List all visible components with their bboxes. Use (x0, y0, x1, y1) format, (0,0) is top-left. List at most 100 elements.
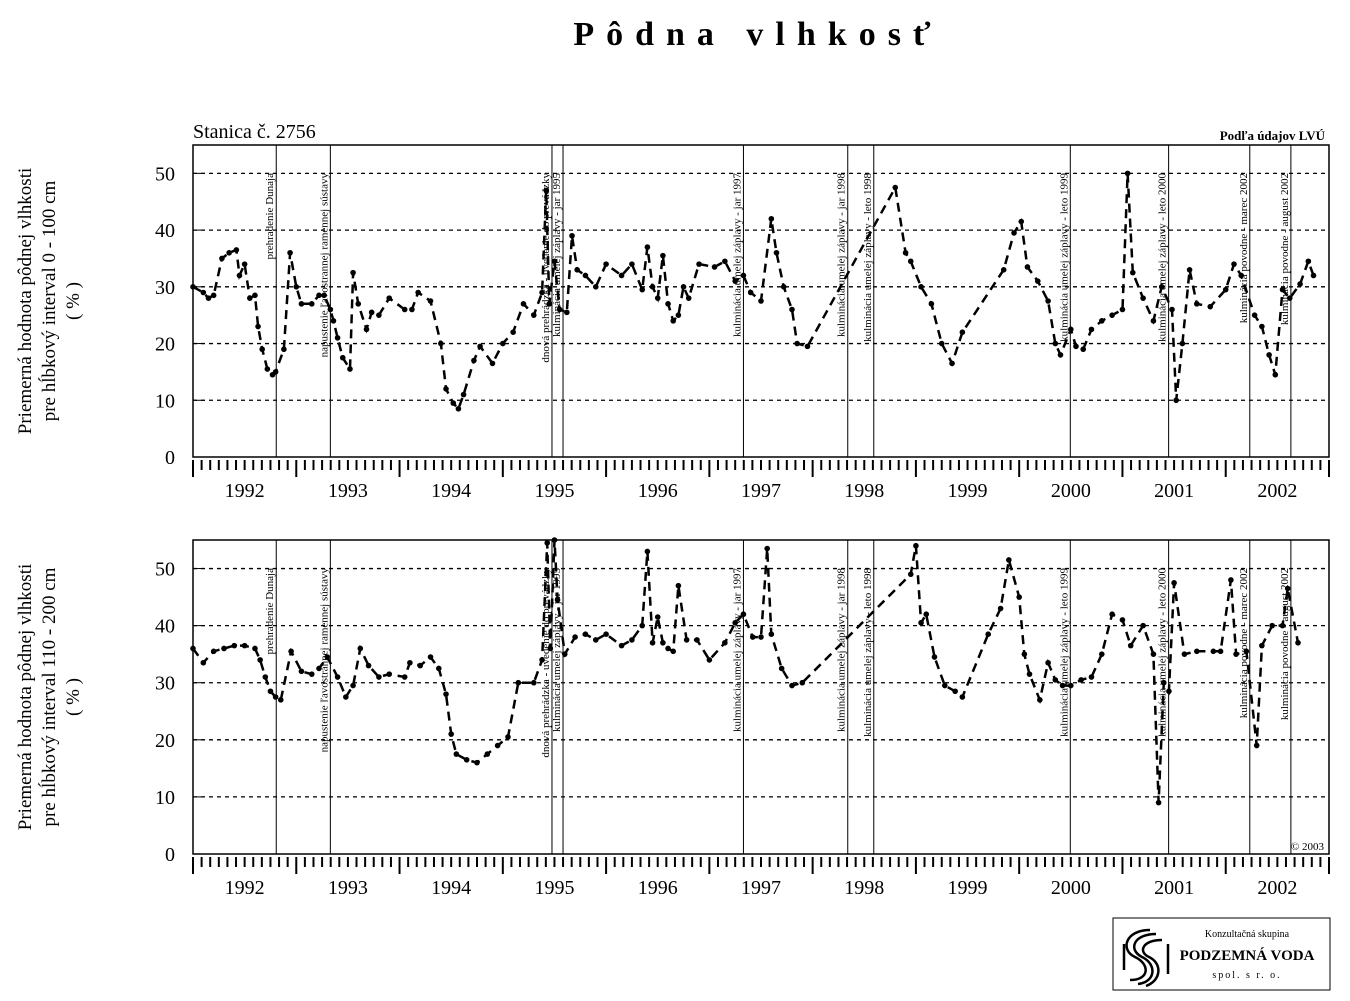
data-point (435, 665, 442, 672)
data-point (892, 184, 899, 191)
y-tick-label: 30 (155, 673, 175, 695)
event-label: kulminácia umelej záplavy - leto 1998 (862, 173, 874, 342)
data-point (1140, 295, 1146, 301)
data-point (443, 386, 449, 392)
data-point (696, 261, 702, 267)
event-label: kulminácia umelej záplavy - leto 1998 (862, 568, 874, 737)
data-point (1310, 272, 1317, 279)
data-point (629, 637, 635, 643)
data-point (376, 674, 382, 680)
data-point (639, 286, 646, 293)
data-point (264, 366, 271, 372)
data-point (1259, 323, 1265, 330)
data-point (327, 306, 334, 313)
data-point (1021, 651, 1028, 657)
data-point (210, 648, 217, 655)
data-point (343, 694, 349, 700)
y-tick-label: 50 (155, 163, 175, 185)
y-tick-label: 30 (155, 277, 175, 299)
y-axis-label-line: Priemerná hodnota pôdnej vlhkosti (15, 564, 36, 830)
data-point (1253, 742, 1260, 749)
data-point (1217, 648, 1224, 655)
data-point (758, 298, 764, 304)
data-point (443, 691, 449, 697)
copyright: © 2003 (1291, 841, 1325, 853)
data-point (350, 682, 356, 689)
y-tick-label: 0 (165, 844, 175, 866)
y-tick-label: 20 (155, 334, 175, 356)
data-point (1045, 659, 1051, 666)
x-tick-label: 1998 (844, 480, 884, 502)
data-point (1269, 622, 1275, 629)
x-tick-label: 1995 (534, 480, 574, 502)
data-point (1088, 674, 1095, 680)
station: Stanica č. 2756 (193, 121, 316, 143)
data-point (1243, 648, 1250, 655)
data-point (539, 289, 545, 296)
data-point (1099, 318, 1105, 324)
data-point (654, 614, 661, 620)
data-point (1222, 286, 1229, 293)
data-point (780, 284, 787, 290)
logo-icon (1122, 928, 1170, 988)
x-tick-label: 1992 (225, 480, 265, 502)
data-point (321, 292, 327, 299)
data-point (1295, 639, 1301, 646)
data-point (1284, 585, 1291, 592)
data-point (749, 634, 756, 640)
data-point (316, 292, 322, 299)
data-point (592, 637, 599, 643)
data-point (401, 674, 408, 680)
data-point (365, 662, 372, 669)
data-point (1158, 284, 1165, 290)
chart: 0 10 20 30 40 50 1992 1993 1994 1995 1996 1997 1998 1… (15, 144, 1330, 502)
data-point (670, 318, 677, 324)
data-point (778, 665, 785, 672)
data-point (241, 642, 248, 649)
data-point (1124, 170, 1131, 177)
data-point (660, 252, 666, 259)
x-tick-label: 1996 (638, 480, 678, 502)
series-line (192, 173, 1315, 412)
data-point (546, 301, 553, 307)
x-tick-label: 1994 (431, 480, 471, 502)
data-point (680, 284, 687, 290)
data-point (334, 335, 341, 341)
data-point (401, 306, 408, 313)
data-point (654, 295, 661, 301)
data-point (675, 312, 682, 318)
data-point (539, 657, 545, 663)
data-point (694, 637, 700, 643)
x-tick-label: 1992 (225, 877, 265, 899)
data-point (474, 759, 480, 766)
data-point (226, 249, 232, 256)
data-point (959, 694, 966, 700)
data-point (1279, 622, 1286, 629)
data-point (376, 312, 382, 318)
data-point (551, 537, 558, 543)
data-point (1073, 343, 1079, 350)
plot-frame (192, 144, 1330, 458)
data-point (427, 298, 434, 304)
data-point (773, 249, 780, 256)
event-label: kulminácia umelej záplavy - jar 1997 (731, 173, 743, 338)
data-point (277, 697, 284, 703)
data-point (1080, 346, 1087, 353)
data-point (262, 674, 269, 680)
data-point (918, 284, 924, 290)
data-point (603, 631, 609, 637)
data-point (789, 306, 795, 313)
data-point (1207, 303, 1214, 310)
data-point (415, 289, 421, 296)
data-point (448, 731, 454, 737)
data-point (574, 267, 580, 273)
data-point (1026, 671, 1033, 677)
x-tick-label: 1994 (431, 877, 471, 899)
event-label: kulminácia umelej záplavy - leto 1999 (1058, 173, 1070, 342)
data-point (556, 306, 563, 313)
data-point (1171, 580, 1177, 586)
data-point (639, 622, 646, 629)
data-point (551, 258, 558, 265)
data-point (1109, 611, 1115, 618)
